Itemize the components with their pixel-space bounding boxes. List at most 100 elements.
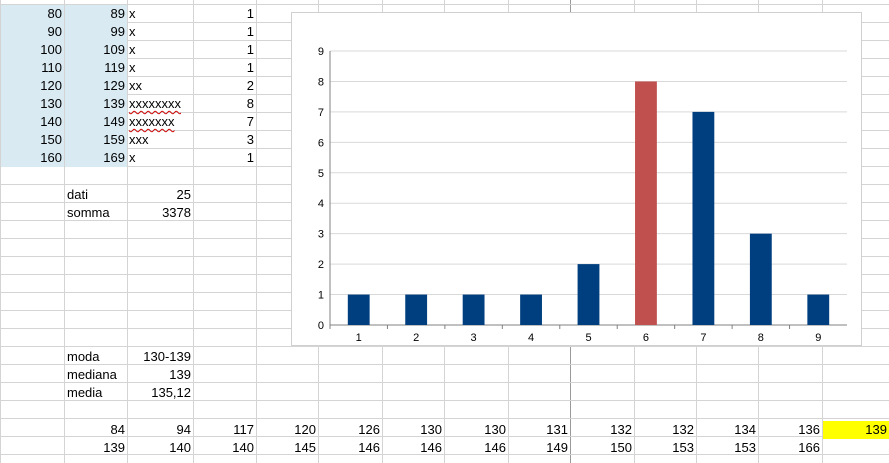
- tally-marks-text: xxxxxxxx: [129, 96, 181, 111]
- x-tick-label: 2: [413, 332, 419, 344]
- dati-label[interactable]: dati: [67, 187, 88, 202]
- dati-value[interactable]: 25: [176, 187, 191, 202]
- class-lower-bound[interactable]: 160: [1, 149, 64, 167]
- class-frequency[interactable]: 1: [246, 150, 254, 165]
- class-upper-bound[interactable]: 99: [65, 23, 127, 41]
- frequency-bar-chart[interactable]: 0 1 2 3 4 5 6 7 8 9 1 2 3 4 5 6 7 8 9: [291, 12, 862, 346]
- class-upper-bound[interactable]: 169: [65, 149, 127, 167]
- moda-label[interactable]: moda: [67, 349, 100, 364]
- bar-3: [462, 294, 485, 325]
- y-tick-label: 1: [318, 290, 324, 302]
- class-lower-bound[interactable]: 90: [1, 23, 64, 41]
- y-tick-label: 5: [318, 168, 324, 180]
- data-value-cell[interactable]: 120: [294, 422, 316, 437]
- somma-value[interactable]: 3378: [162, 205, 191, 220]
- y-tick-label: 3: [318, 229, 324, 241]
- y-tick-label: 6: [318, 137, 324, 149]
- class-frequency[interactable]: 1: [246, 6, 254, 21]
- class-frequency[interactable]: 1: [246, 42, 254, 57]
- class-upper-bound[interactable]: 109: [65, 41, 127, 59]
- y-tick-label: 4: [318, 198, 324, 210]
- data-value-cell[interactable]: 146: [358, 440, 380, 455]
- tally-marks-text: xxxxxxx: [129, 114, 175, 129]
- data-value-cell[interactable]: 136: [798, 422, 820, 437]
- data-value-cell[interactable]: 94: [176, 422, 191, 437]
- data-value-cell[interactable]: 139: [823, 421, 889, 439]
- class-lower-bound[interactable]: 120: [1, 77, 64, 95]
- y-tick-label: 2: [318, 259, 324, 271]
- class-lower-bound[interactable]: 100: [1, 41, 64, 59]
- column-gridline: [127, 0, 128, 463]
- class-frequency[interactable]: 7: [246, 114, 254, 129]
- bar-8: [749, 233, 772, 325]
- row-gridline: [0, 400, 889, 401]
- class-upper-bound[interactable]: 149: [65, 113, 127, 131]
- y-tick-label: 0: [318, 320, 324, 332]
- mediana-label[interactable]: mediana: [67, 367, 117, 382]
- class-lower-bound[interactable]: 130: [1, 95, 64, 113]
- data-value-cell[interactable]: 126: [358, 422, 380, 437]
- bar-1: [347, 294, 370, 325]
- data-value-cell[interactable]: 146: [420, 440, 442, 455]
- data-value-cell[interactable]: 117: [233, 422, 254, 437]
- y-tick-label: 9: [318, 46, 324, 58]
- class-lower-bound[interactable]: 150: [1, 131, 64, 149]
- media-value[interactable]: 135,12: [151, 385, 191, 400]
- class-lower-bound[interactable]: 110: [1, 59, 64, 77]
- class-frequency[interactable]: 2: [246, 78, 254, 93]
- bar-2: [405, 294, 428, 325]
- class-upper-bound[interactable]: 89: [65, 5, 127, 23]
- data-value-cell[interactable]: 132: [672, 422, 694, 437]
- data-value-cell[interactable]: 140: [232, 440, 254, 455]
- data-value-cell[interactable]: 153: [672, 440, 694, 455]
- data-value-cell[interactable]: 149: [546, 440, 568, 455]
- row-gridline: [0, 346, 889, 347]
- mediana-value[interactable]: 139: [169, 367, 191, 382]
- class-lower-bound[interactable]: 80: [1, 5, 64, 23]
- tally-marks[interactable]: xxx: [129, 132, 149, 147]
- class-upper-bound[interactable]: 139: [65, 95, 127, 113]
- bar-7: [692, 111, 715, 325]
- tally-marks[interactable]: x: [129, 60, 136, 75]
- class-lower-bound[interactable]: 140: [1, 113, 64, 131]
- class-upper-bound[interactable]: 119: [65, 59, 127, 77]
- class-frequency[interactable]: 1: [246, 24, 254, 39]
- x-tick-label: 1: [356, 332, 362, 344]
- data-value-cell[interactable]: 146: [484, 440, 506, 455]
- tally-marks[interactable]: xxxxxxxx: [127, 95, 193, 113]
- data-value-cell[interactable]: 153: [734, 440, 756, 455]
- class-frequency[interactable]: 8: [246, 96, 254, 111]
- data-value-cell[interactable]: 139: [103, 440, 125, 455]
- data-value-cell[interactable]: 132: [610, 422, 632, 437]
- tally-marks[interactable]: xx: [129, 78, 142, 93]
- y-tick-label: 7: [318, 107, 324, 119]
- data-value-cell[interactable]: 140: [169, 440, 191, 455]
- data-value-cell[interactable]: 134: [734, 422, 756, 437]
- class-upper-bound[interactable]: 159: [65, 131, 127, 149]
- data-value-cell[interactable]: 150: [610, 440, 632, 455]
- media-label[interactable]: media: [67, 385, 103, 400]
- somma-label[interactable]: somma: [67, 205, 110, 220]
- class-frequency[interactable]: 1: [246, 60, 254, 75]
- data-value-cell[interactable]: 145: [294, 440, 316, 455]
- data-value-cell[interactable]: 166: [798, 440, 820, 455]
- tally-marks[interactable]: xxxxxxx: [127, 113, 193, 131]
- data-value-cell[interactable]: 131: [546, 422, 568, 437]
- tally-marks[interactable]: x: [129, 6, 136, 21]
- class-upper-bound[interactable]: 129: [65, 77, 127, 95]
- x-tick-label: 5: [585, 332, 591, 344]
- row-gridline: [0, 364, 889, 365]
- tally-marks[interactable]: x: [129, 150, 136, 165]
- y-tick-label: 8: [318, 76, 324, 88]
- row-gridline: [0, 4, 889, 5]
- data-value-cell[interactable]: 130: [420, 422, 442, 437]
- tally-marks[interactable]: x: [129, 42, 136, 57]
- tally-marks[interactable]: x: [129, 24, 136, 39]
- data-value-cell[interactable]: 84: [110, 422, 125, 437]
- bar-5: [577, 264, 600, 325]
- class-frequency[interactable]: 3: [246, 132, 254, 147]
- x-tick-label: 4: [528, 332, 534, 344]
- moda-value[interactable]: 130-139: [143, 349, 191, 364]
- chart-svg: 0 1 2 3 4 5 6 7 8 9 1 2 3 4 5 6 7 8 9: [318, 46, 847, 344]
- data-value-cell[interactable]: 130: [484, 422, 506, 437]
